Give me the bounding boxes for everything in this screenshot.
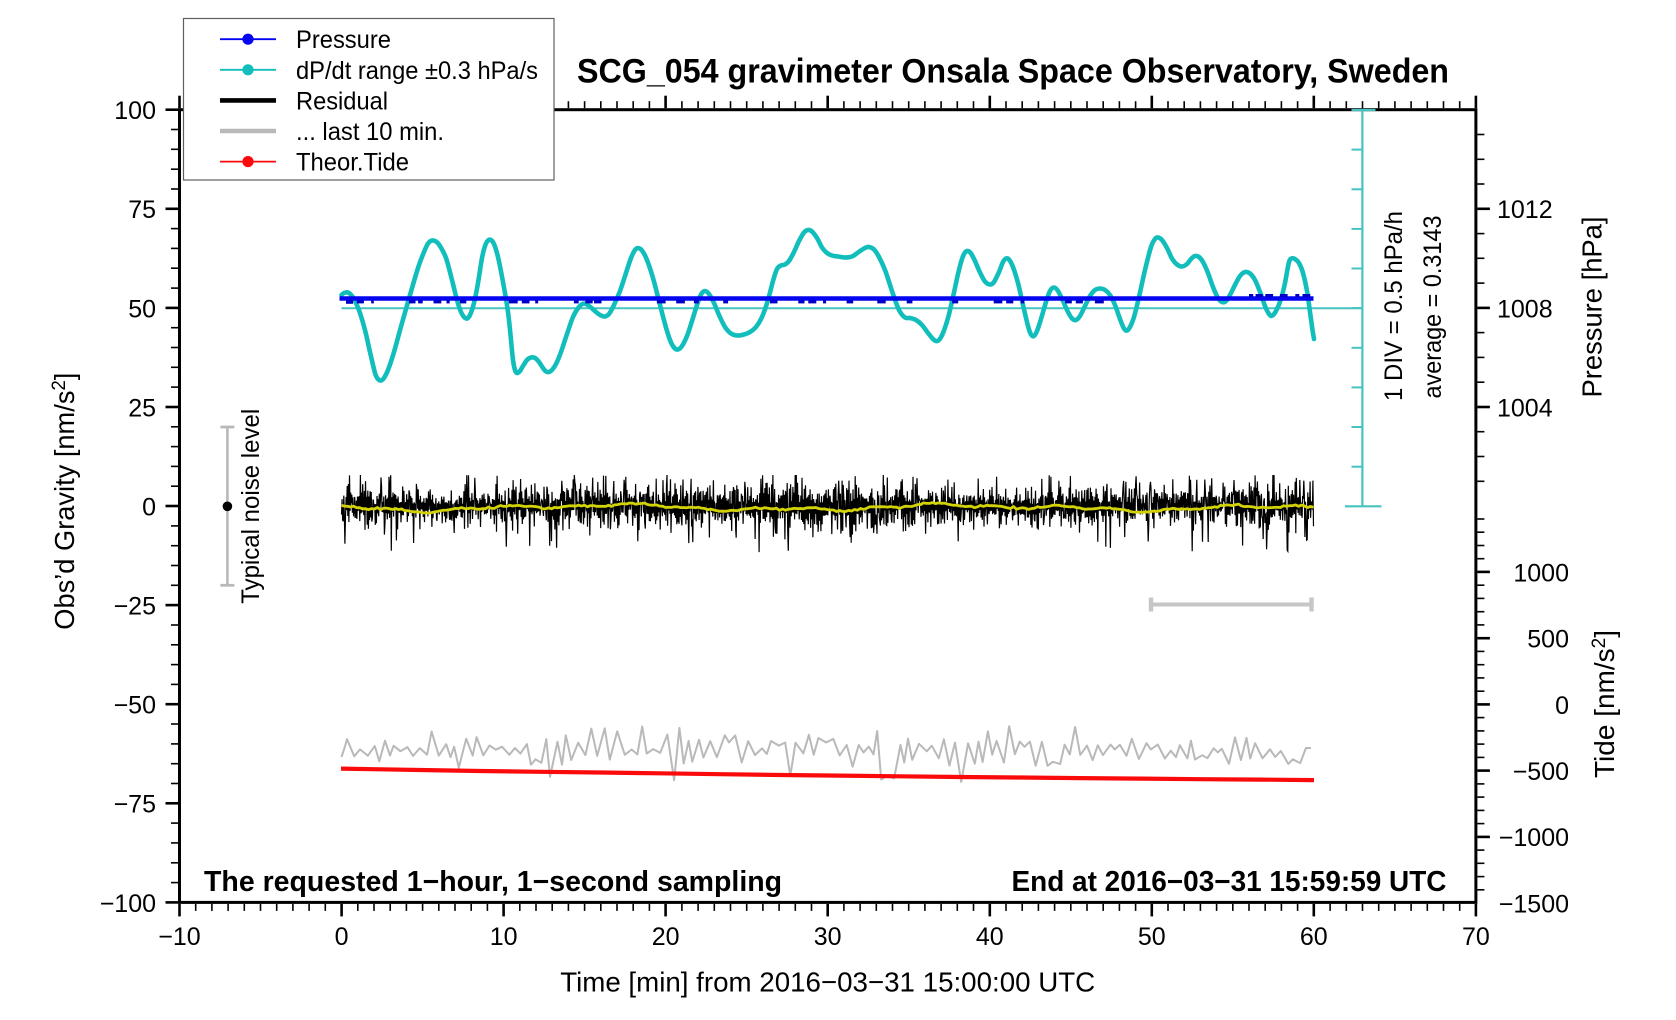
svg-text:1008: 1008	[1497, 295, 1553, 323]
svg-text:−50: −50	[114, 692, 156, 720]
svg-text:average = 0.3143: average = 0.3143	[1419, 216, 1447, 399]
svg-text:Obs’d Gravity [nm/s2]: Obs’d Gravity [nm/s2]	[49, 373, 80, 630]
svg-text:Pressure [hPa]: Pressure [hPa]	[1577, 217, 1608, 398]
svg-text:Typical noise level: Typical noise level	[237, 409, 265, 604]
svg-text:1000: 1000	[1513, 559, 1569, 587]
svg-text:Theor.Tide: Theor.Tide	[296, 149, 409, 177]
svg-text:10: 10	[490, 923, 518, 951]
svg-text:−25: −25	[114, 593, 156, 621]
svg-text:100: 100	[114, 97, 156, 125]
svg-text:−75: −75	[114, 791, 156, 819]
svg-text:dP/dt range ±0.3 hPa/s: dP/dt range ±0.3 hPa/s	[296, 57, 538, 85]
svg-text:1004: 1004	[1497, 394, 1553, 422]
svg-text:0: 0	[335, 923, 349, 951]
svg-text:The requested 1−hour, 1−second: The requested 1−hour, 1−second sampling	[204, 866, 782, 898]
svg-text:40: 40	[976, 923, 1004, 951]
svg-text:Residual: Residual	[296, 87, 388, 115]
svg-text:500: 500	[1527, 626, 1569, 654]
svg-text:1012: 1012	[1497, 196, 1553, 224]
svg-text:Tide [nm/s2]: Tide [nm/s2]	[1589, 630, 1620, 778]
svg-text:... last 10 min.: ... last 10 min.	[296, 118, 444, 146]
svg-text:75: 75	[128, 196, 156, 224]
svg-text:Time [min] from 2016−03−31 15:: Time [min] from 2016−03−31 15:00:00 UTC	[560, 967, 1095, 998]
svg-text:1 DIV = 0.5 hPa/h: 1 DIV = 0.5 hPa/h	[1380, 211, 1408, 401]
svg-text:0: 0	[142, 493, 156, 521]
svg-text:70: 70	[1462, 923, 1490, 951]
svg-text:50: 50	[1138, 923, 1166, 951]
svg-text:20: 20	[652, 923, 680, 951]
svg-text:−1000: −1000	[1499, 824, 1569, 852]
svg-text:−10: −10	[158, 923, 200, 951]
svg-text:60: 60	[1300, 923, 1328, 951]
svg-text:End at 2016−03−31 15:59:59 UTC: End at 2016−03−31 15:59:59 UTC	[1012, 866, 1447, 898]
svg-text:Pressure: Pressure	[296, 26, 391, 54]
svg-text:50: 50	[128, 295, 156, 323]
svg-text:SCG_054 gravimeter Onsala Spac: SCG_054 gravimeter Onsala Space Observat…	[577, 53, 1449, 91]
svg-text:−1500: −1500	[1499, 891, 1569, 919]
svg-text:−100: −100	[100, 890, 156, 918]
svg-text:30: 30	[814, 923, 842, 951]
svg-text:0: 0	[1555, 692, 1569, 720]
svg-text:25: 25	[128, 394, 156, 422]
svg-text:−500: −500	[1513, 758, 1569, 786]
